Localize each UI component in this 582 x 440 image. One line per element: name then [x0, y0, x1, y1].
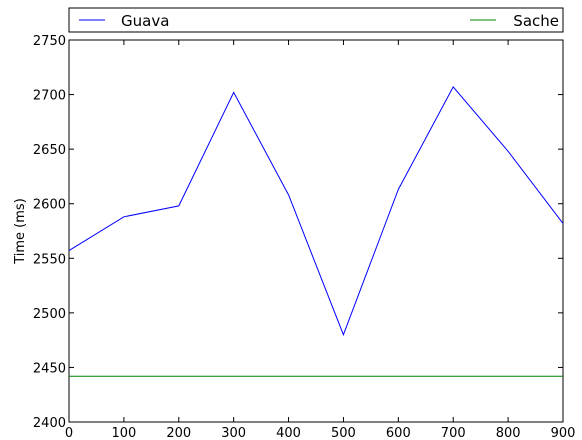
series-line-guava — [68, 86, 564, 337]
legend: Guava Sache — [68, 7, 564, 33]
y-tick-label: 2550 — [33, 252, 66, 267]
x-tick-label: 700 — [441, 426, 466, 440]
x-tick-label: 900 — [551, 426, 576, 440]
x-tick-label: 500 — [331, 426, 356, 440]
x-tick-label: 300 — [221, 426, 246, 440]
x-tick-label: 800 — [496, 426, 521, 440]
y-tick-label: 2400 — [33, 416, 66, 431]
x-tick-label: 200 — [166, 426, 191, 440]
y-axis-label: Time (ms) — [13, 198, 28, 265]
axis-ticks: 0 100 200 300 400 500 600 700 800 900 2400 2450 2500… — [33, 34, 576, 440]
series-layer — [68, 86, 564, 377]
y-tick-label: 2500 — [33, 307, 66, 322]
x-tick-label: 0 — [65, 426, 73, 440]
x-tick-label: 600 — [386, 426, 411, 440]
y-tick-label: 2600 — [33, 198, 66, 213]
y-tick-label: 2700 — [33, 89, 66, 104]
y-tick-label: 2750 — [33, 34, 66, 49]
x-tick-label: 100 — [111, 426, 136, 440]
plot-frame — [68, 39, 564, 423]
y-tick-label: 2650 — [33, 143, 66, 158]
x-tick-label: 400 — [276, 426, 301, 440]
legend-label-guava: Guava — [121, 12, 169, 30]
legend-label-sache: Sache — [513, 12, 559, 30]
y-tick-label: 2450 — [33, 361, 66, 376]
